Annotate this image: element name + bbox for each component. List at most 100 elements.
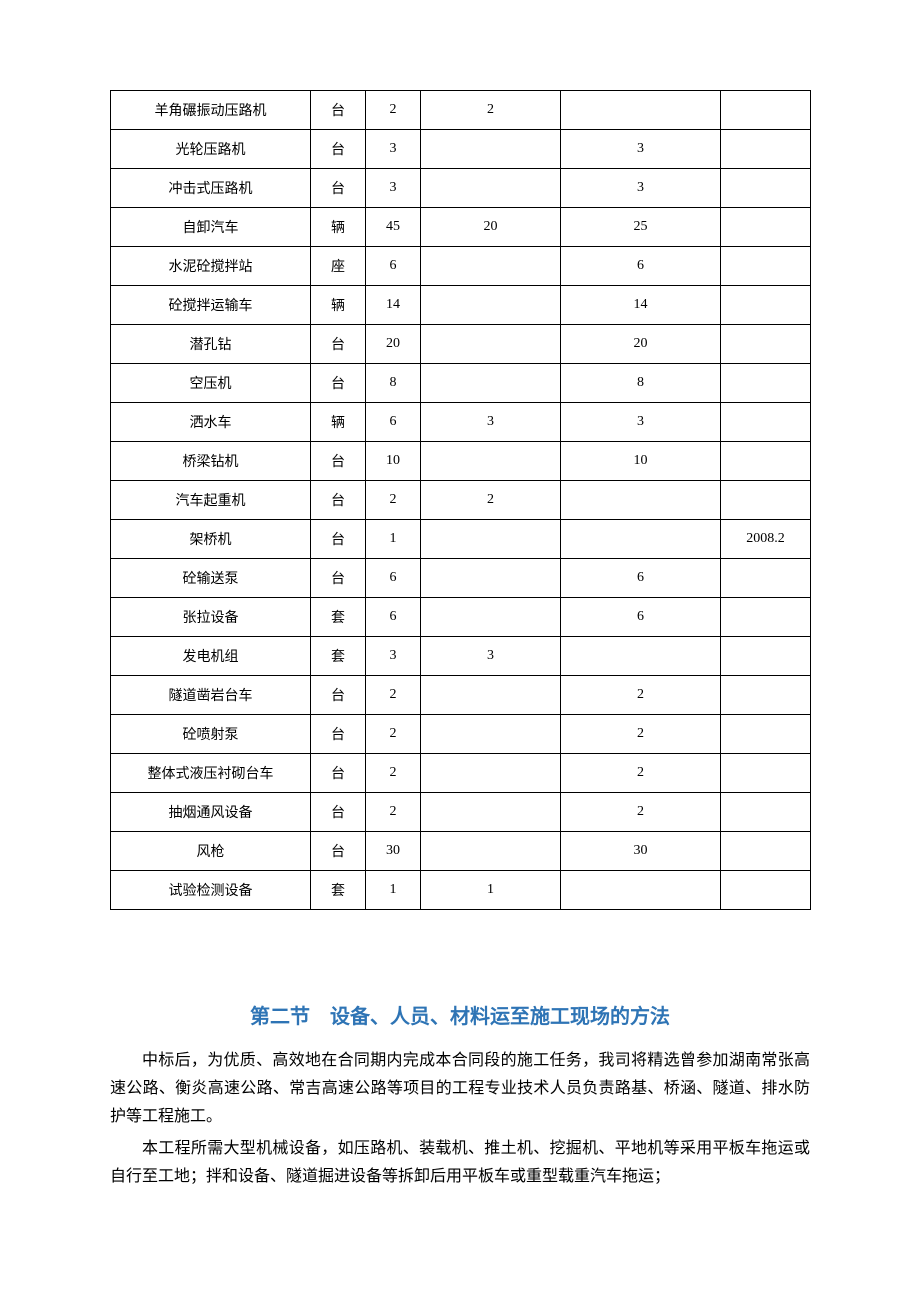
table-cell: 座 [311,247,366,286]
table-cell: 1 [366,871,421,910]
table-cell [721,130,811,169]
table-cell [421,715,561,754]
table-cell: 洒水车 [111,403,311,442]
table-cell: 自卸汽车 [111,208,311,247]
table-cell [721,637,811,676]
table-row: 洒水车辆633 [111,403,811,442]
table-cell [721,208,811,247]
table-cell: 空压机 [111,364,311,403]
table-cell [561,481,721,520]
table-cell: 6 [561,598,721,637]
table-cell: 羊角碾振动压路机 [111,91,311,130]
table-row: 砼输送泵台66 [111,559,811,598]
table-cell: 辆 [311,208,366,247]
table-row: 光轮压路机台33 [111,130,811,169]
table-cell: 25 [561,208,721,247]
table-row: 架桥机台12008.2 [111,520,811,559]
table-cell: 张拉设备 [111,598,311,637]
table-cell: 14 [561,286,721,325]
table-cell: 台 [311,325,366,364]
table-cell: 2 [561,754,721,793]
table-cell: 台 [311,91,366,130]
table-row: 桥梁钻机台1010 [111,442,811,481]
table-cell: 1 [366,520,421,559]
table-cell [721,442,811,481]
table-cell: 冲击式压路机 [111,169,311,208]
table-cell [421,676,561,715]
table-cell: 20 [561,325,721,364]
table-row: 隧道凿岩台车台22 [111,676,811,715]
table-row: 砼喷射泵台22 [111,715,811,754]
body-paragraph-1: 中标后，为优质、高效地在合同期内完成本合同段的施工任务，我司将精选曾参加湖南常张… [110,1047,810,1131]
table-cell: 砼输送泵 [111,559,311,598]
table-cell [721,481,811,520]
table-row: 汽车起重机台22 [111,481,811,520]
table-cell: 3 [421,637,561,676]
table-cell: 2 [561,676,721,715]
table-cell [721,754,811,793]
table-cell: 2 [366,91,421,130]
table-cell: 台 [311,481,366,520]
table-cell [721,676,811,715]
table-cell: 14 [366,286,421,325]
table-row: 潜孔钻台2020 [111,325,811,364]
table-cell [721,559,811,598]
table-cell: 抽烟通风设备 [111,793,311,832]
document-page: 羊角碾振动压路机台22光轮压路机台33冲击式压路机台33自卸汽车辆452025水… [0,0,920,1302]
table-cell: 台 [311,559,366,598]
table-cell [421,325,561,364]
table-cell [421,832,561,871]
table-cell: 辆 [311,286,366,325]
table-row: 空压机台88 [111,364,811,403]
table-cell [421,598,561,637]
table-cell: 台 [311,520,366,559]
table-cell: 3 [561,130,721,169]
table-cell [721,91,811,130]
table-cell [721,598,811,637]
table-cell: 2 [366,793,421,832]
table-cell: 2 [421,91,561,130]
table-cell: 2 [421,481,561,520]
table-cell [421,559,561,598]
table-cell [721,325,811,364]
table-row: 砼搅拌运输车辆1414 [111,286,811,325]
table-cell: 6 [366,247,421,286]
table-cell [421,364,561,403]
table-cell [721,715,811,754]
section-heading: 第二节 设备、人员、材料运至施工现场的方法 [110,1000,810,1029]
table-cell [561,637,721,676]
table-cell: 45 [366,208,421,247]
table-cell: 台 [311,832,366,871]
table-cell [421,286,561,325]
table-cell [421,754,561,793]
table-cell: 6 [561,559,721,598]
table-cell [721,793,811,832]
table-cell: 3 [421,403,561,442]
table-cell: 整体式液压衬砌台车 [111,754,311,793]
table-cell: 套 [311,598,366,637]
table-cell [721,871,811,910]
table-cell: 砼喷射泵 [111,715,311,754]
table-cell [721,169,811,208]
table-cell: 汽车起重机 [111,481,311,520]
table-cell: 2 [366,715,421,754]
table-cell: 套 [311,637,366,676]
table-cell: 试验检测设备 [111,871,311,910]
table-row: 冲击式压路机台33 [111,169,811,208]
table-row: 风枪台3030 [111,832,811,871]
table-row: 试验检测设备套11 [111,871,811,910]
table-cell [421,247,561,286]
table-cell [421,442,561,481]
table-row: 羊角碾振动压路机台22 [111,91,811,130]
table-cell: 6 [366,598,421,637]
table-cell [561,871,721,910]
table-cell [561,520,721,559]
table-cell [721,364,811,403]
table-cell: 3 [366,637,421,676]
table-cell: 20 [421,208,561,247]
table-cell: 3 [366,130,421,169]
table-cell: 2008.2 [721,520,811,559]
table-cell: 2 [561,793,721,832]
table-cell [421,520,561,559]
table-cell: 6 [561,247,721,286]
